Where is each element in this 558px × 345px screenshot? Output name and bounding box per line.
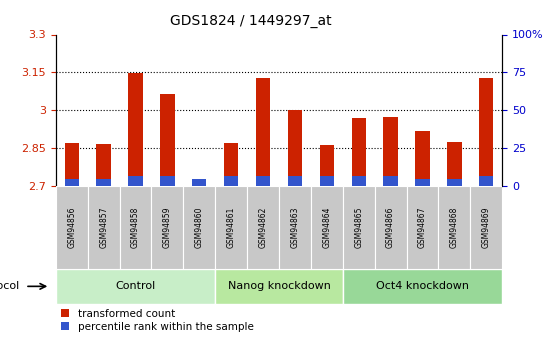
Bar [320,176,334,186]
Bar [119,186,151,269]
Bar [128,73,143,186]
Text: GSM94863: GSM94863 [291,207,300,248]
Text: GSM94860: GSM94860 [195,207,204,248]
Bar [447,142,461,186]
Bar [415,131,430,186]
Bar [256,176,270,186]
Bar [151,186,184,269]
Bar [352,176,366,186]
Text: GSM94868: GSM94868 [450,207,459,248]
Bar [383,176,398,186]
Legend: transformed count, percentile rank within the sample: transformed count, percentile rank withi… [61,309,253,332]
Bar [279,186,311,269]
Bar [311,186,343,269]
Bar [288,176,302,186]
Bar [192,179,206,186]
Bar [56,186,88,269]
Bar [224,143,238,186]
Text: GSM94861: GSM94861 [227,207,235,248]
Text: Nanog knockdown: Nanog knockdown [228,282,330,291]
Text: GSM94859: GSM94859 [163,207,172,248]
Bar [343,186,374,269]
Text: GSM94856: GSM94856 [68,207,76,248]
Bar [97,144,111,186]
Text: GSM94869: GSM94869 [482,207,490,248]
Bar [65,142,79,186]
Bar [65,179,79,186]
Text: protocol: protocol [0,282,20,291]
Text: GDS1824 / 1449297_at: GDS1824 / 1449297_at [170,14,332,28]
Bar [374,186,407,269]
Text: GSM94862: GSM94862 [258,207,267,248]
Bar [352,118,366,186]
Bar [215,186,247,269]
Bar [256,78,270,186]
Bar [320,145,334,186]
Text: GSM94865: GSM94865 [354,207,363,248]
Bar [343,269,502,304]
Bar [479,176,493,186]
Bar [56,269,215,304]
Bar [128,176,143,186]
Bar [224,176,238,186]
Bar [192,179,206,186]
Bar [479,78,493,186]
Bar [247,186,279,269]
Text: GSM94857: GSM94857 [99,207,108,248]
Text: GSM94867: GSM94867 [418,207,427,248]
Bar [439,186,470,269]
Bar [407,186,439,269]
Bar [415,179,430,186]
Text: GSM94866: GSM94866 [386,207,395,248]
Bar [288,110,302,186]
Bar [447,179,461,186]
Text: Control: Control [116,282,156,291]
Bar [88,186,119,269]
Text: GSM94858: GSM94858 [131,207,140,248]
Text: Oct4 knockdown: Oct4 knockdown [376,282,469,291]
Bar [383,117,398,186]
Text: GSM94864: GSM94864 [323,207,331,248]
Bar [470,186,502,269]
Bar [215,269,343,304]
Bar [184,186,215,269]
Bar [97,179,111,186]
Bar [160,176,175,186]
Bar [160,94,175,186]
